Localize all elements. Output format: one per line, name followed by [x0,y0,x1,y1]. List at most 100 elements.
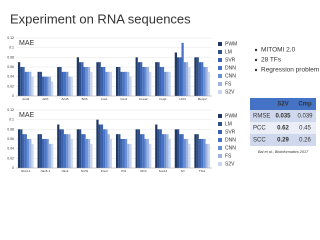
table-row-label: RMSE [253,114,270,120]
bar [31,76,34,96]
bar [168,139,171,168]
bar [155,124,158,168]
slide: Experiment on RNA sequences 0 0.02 0.04 0.0… [7,11,319,173]
bar [185,62,189,96]
bar [177,57,180,96]
bar [51,143,54,168]
bar [122,71,125,96]
bar [48,76,51,96]
table-cell: 0.45 [299,126,311,132]
legend-label: S2V [225,89,235,95]
legend-label: PWM [225,113,237,119]
bar [26,71,30,96]
bullet-text: MITOMI 2.0 [261,47,296,54]
bar [57,124,60,168]
x-tick-label: Srf [181,169,185,173]
y-tick-label: 0.02 [7,156,14,160]
bar [166,134,169,168]
bar [127,71,130,96]
bar [17,62,21,96]
bar [205,67,208,96]
bar [115,67,119,96]
bar [174,52,177,96]
bar [161,67,165,96]
bar [174,129,177,168]
bar [68,134,71,168]
bar [70,139,73,168]
bar [76,57,79,96]
legend-label: FS [225,81,232,87]
bar [105,129,108,168]
bar [185,139,189,168]
bar [46,76,49,96]
y-tick-label: 0.06 [7,65,14,69]
bullet-dot [254,58,258,62]
table-row-bg [250,110,316,122]
x-tick-label: Arid3 [22,97,29,101]
bar [183,62,186,96]
bar [107,71,110,96]
table-header: Cmp [298,102,312,108]
bullet-dot [254,48,258,52]
bar [90,71,93,96]
bar [42,139,45,168]
chart-title: MAE [19,112,35,119]
x-tick-label: Hnf4 [179,97,186,101]
bar [118,67,121,96]
x-tick-label: Cux2 [120,97,127,101]
bar [98,124,101,168]
bar [164,71,167,96]
bar [203,67,206,96]
bar [81,134,84,168]
bar [44,76,47,96]
table-cell: 0.039 [297,114,313,120]
bar [48,143,51,168]
table-cell: 0.29 [277,138,289,144]
bar [168,71,171,96]
legend-swatch [218,74,222,78]
legend-label: CNN [225,73,236,79]
bar [42,76,45,96]
legend-label: LM [225,121,232,127]
bar [103,67,106,96]
bar [20,129,23,168]
bar [57,67,60,96]
bar [198,139,202,168]
x-tick-label: Mecp2 [198,97,207,101]
bar [196,134,199,168]
x-tick-label: Foxa2 [139,97,148,101]
x-tick-label: Nkx2 [62,169,69,173]
bar [26,139,30,168]
y-tick-label: 0.08 [7,55,14,59]
bar [79,62,82,96]
bar [205,143,208,168]
bar [144,139,147,168]
bar [137,62,141,96]
bar [63,134,67,168]
y-tick-label: 0.1 [9,46,14,50]
bar [157,62,160,96]
bar [59,67,62,96]
table-row-label: SCC [253,138,266,144]
bullet-text: 28 TFs [261,57,282,64]
x-tick-label: Tbx1 [199,169,206,173]
bar [103,129,106,168]
bar [159,129,162,168]
x-tick-label: Foxj1 [159,97,167,101]
bar [159,67,162,96]
bar [61,71,64,96]
bar [59,129,62,168]
x-tick-label: Cux1 [101,97,108,101]
legend-swatch [218,82,222,86]
bar [109,139,113,168]
bar [181,42,184,96]
bar [129,76,132,96]
bullet-dot [254,68,258,72]
bar [188,143,191,168]
table-row-bg [250,122,316,134]
bar [37,71,40,96]
y-tick-label: 0 [12,94,14,98]
bar [22,134,25,168]
bar [183,139,186,168]
legend-swatch [218,42,222,46]
